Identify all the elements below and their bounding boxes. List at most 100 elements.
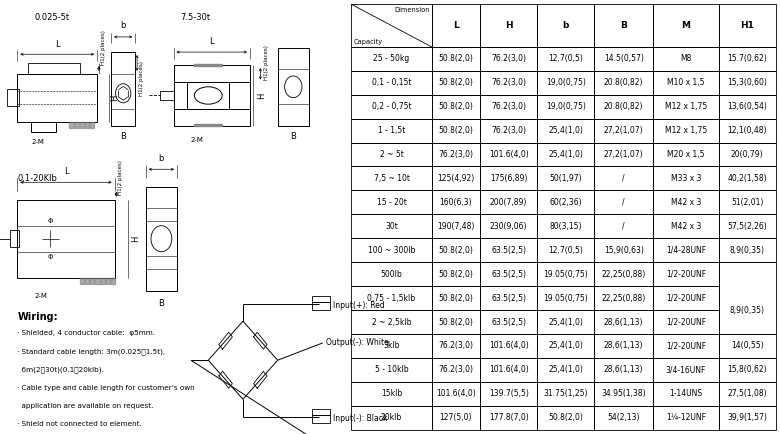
- Polygon shape: [85, 278, 89, 284]
- Bar: [111, 52, 136, 126]
- Text: L: L: [64, 167, 69, 176]
- Bar: [718, 262, 775, 334]
- Text: 177.8(7,0): 177.8(7,0): [489, 413, 529, 422]
- Text: B: B: [158, 299, 165, 309]
- Text: 175(6,89): 175(6,89): [490, 174, 527, 183]
- Bar: [431, 95, 480, 118]
- Text: 19,0(0,75): 19,0(0,75): [546, 78, 586, 87]
- Text: Φ: Φ: [48, 254, 53, 260]
- Bar: [594, 71, 654, 95]
- Bar: [480, 286, 537, 310]
- Text: 20(0,79): 20(0,79): [731, 150, 764, 159]
- Text: 230(9,06): 230(9,06): [490, 222, 527, 231]
- Bar: [594, 47, 654, 71]
- Text: · Shielded, 4 conductor cable:  φ5mm.: · Shielded, 4 conductor cable: φ5mm.: [17, 330, 155, 336]
- Text: 1 - 1,5t: 1 - 1,5t: [378, 126, 406, 135]
- Text: 22,25(0,88): 22,25(0,88): [601, 270, 646, 279]
- Text: 2-M: 2-M: [31, 139, 44, 145]
- Text: 15 - 20t: 15 - 20t: [377, 198, 406, 207]
- Text: 190(7,48): 190(7,48): [438, 222, 474, 231]
- Bar: [10, 230, 19, 247]
- Bar: [431, 167, 480, 191]
- Bar: [594, 286, 654, 310]
- Bar: [352, 71, 431, 95]
- Text: 31.75(1,25): 31.75(1,25): [544, 389, 588, 398]
- Polygon shape: [194, 64, 222, 66]
- Text: 50.8(2,0): 50.8(2,0): [438, 78, 473, 87]
- Text: 27,2(1,07): 27,2(1,07): [604, 150, 644, 159]
- Bar: [654, 286, 718, 310]
- Bar: [431, 382, 480, 406]
- Bar: [431, 262, 480, 286]
- Bar: [352, 334, 431, 358]
- Text: 3klb: 3klb: [383, 342, 400, 350]
- Bar: [537, 4, 594, 47]
- Text: 50.8(2,0): 50.8(2,0): [438, 246, 473, 255]
- Text: 19.05(0,75): 19.05(0,75): [544, 293, 588, 302]
- Bar: [431, 4, 480, 47]
- Text: 50.8(2,0): 50.8(2,0): [438, 126, 473, 135]
- Text: M12 x 1,75: M12 x 1,75: [665, 126, 707, 135]
- Bar: [17, 200, 115, 278]
- Text: 39,9(1,57): 39,9(1,57): [727, 413, 767, 422]
- Text: 12.7(0,5): 12.7(0,5): [548, 246, 583, 255]
- Text: 2-M: 2-M: [34, 293, 48, 299]
- Text: 200(7,89): 200(7,89): [490, 198, 527, 207]
- Text: 8,9(0,35): 8,9(0,35): [729, 306, 764, 315]
- Bar: [278, 48, 309, 126]
- Text: 63.5(2,5): 63.5(2,5): [491, 293, 526, 302]
- Text: 20.8(0,82): 20.8(0,82): [604, 102, 644, 111]
- Polygon shape: [194, 124, 222, 126]
- Text: 63.5(2,5): 63.5(2,5): [491, 246, 526, 255]
- Text: 60(2,36): 60(2,36): [549, 198, 582, 207]
- Text: 50.8(2,0): 50.8(2,0): [438, 318, 473, 326]
- Bar: [594, 382, 654, 406]
- Bar: [718, 95, 775, 118]
- Text: b: b: [121, 21, 126, 30]
- Text: 127(5,0): 127(5,0): [440, 413, 472, 422]
- Bar: [352, 406, 431, 430]
- Bar: [352, 286, 431, 310]
- Bar: [537, 382, 594, 406]
- Text: 15,8(0,62): 15,8(0,62): [728, 365, 767, 375]
- Polygon shape: [90, 122, 94, 128]
- Bar: [480, 47, 537, 71]
- Bar: [7, 89, 19, 106]
- Bar: [594, 214, 654, 238]
- Text: 12.7(0,5): 12.7(0,5): [548, 54, 583, 63]
- Bar: [480, 358, 537, 382]
- Text: 101.6(4,0): 101.6(4,0): [489, 342, 529, 350]
- Text: 1/2-20UNF: 1/2-20UNF: [666, 342, 706, 350]
- Bar: [480, 214, 537, 238]
- Text: 500lb: 500lb: [381, 270, 402, 279]
- Bar: [654, 95, 718, 118]
- Bar: [352, 4, 431, 47]
- Text: 76.2(3,0): 76.2(3,0): [438, 150, 473, 159]
- Polygon shape: [95, 278, 100, 284]
- Text: · Standard cable length: 3m(0.025～1.5t),: · Standard cable length: 3m(0.025～1.5t),: [17, 348, 165, 355]
- Bar: [160, 91, 173, 100]
- Bar: [431, 406, 480, 430]
- Bar: [431, 310, 480, 334]
- Bar: [431, 118, 480, 142]
- Bar: [654, 334, 718, 358]
- Bar: [312, 415, 330, 423]
- Text: 28,6(1,13): 28,6(1,13): [604, 318, 644, 326]
- Text: M33 x 3: M33 x 3: [671, 174, 701, 183]
- Bar: [654, 406, 718, 430]
- Bar: [537, 334, 594, 358]
- Text: 76.2(3,0): 76.2(3,0): [491, 78, 526, 87]
- Text: M20 x 1,5: M20 x 1,5: [667, 150, 704, 159]
- Bar: [537, 238, 594, 262]
- Bar: [480, 142, 537, 167]
- Text: H1(2 places): H1(2 places): [264, 46, 269, 80]
- Bar: [718, 191, 775, 214]
- Bar: [537, 191, 594, 214]
- Bar: [431, 214, 480, 238]
- Bar: [480, 382, 537, 406]
- Text: b: b: [562, 21, 569, 30]
- Text: 0,75 - 1,5klb: 0,75 - 1,5klb: [367, 293, 416, 302]
- Text: M: M: [682, 21, 690, 30]
- Text: 12,1(0,48): 12,1(0,48): [728, 126, 767, 135]
- Text: Capacity: Capacity: [353, 39, 383, 45]
